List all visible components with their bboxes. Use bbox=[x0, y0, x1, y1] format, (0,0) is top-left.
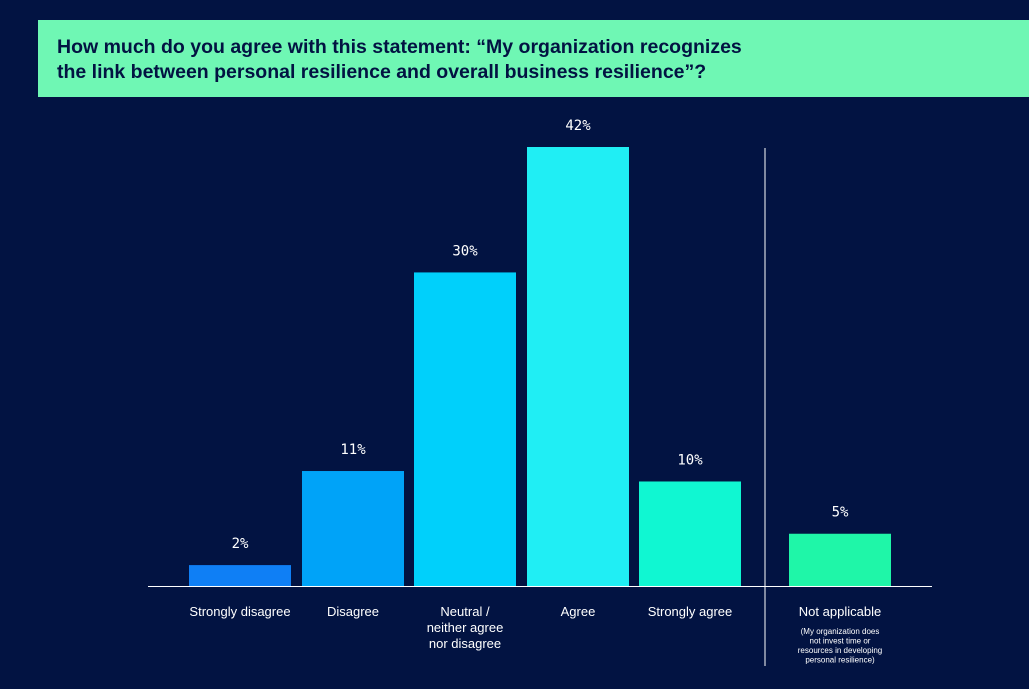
category-label-strongly-disagree: Strongly disagree bbox=[189, 604, 290, 619]
bar-agree bbox=[527, 147, 629, 586]
value-label-not-applicable: 5% bbox=[832, 505, 849, 521]
category-note-not-applicable: not invest time or bbox=[810, 637, 871, 646]
category-label-strongly-agree: Strongly agree bbox=[648, 604, 733, 619]
category-note-not-applicable: (My organization does bbox=[801, 627, 880, 636]
category-label-not-applicable: Not applicable bbox=[799, 604, 881, 619]
chart-title-line-2: the link between personal resilience and… bbox=[57, 61, 707, 83]
value-label-strongly-disagree: 2% bbox=[232, 536, 249, 552]
bar-neutral-neither-agree-nor-disagree bbox=[414, 272, 516, 586]
bar-not-applicable bbox=[789, 533, 891, 586]
value-label-agree: 42% bbox=[565, 118, 591, 134]
category-note-not-applicable: personal resilience) bbox=[805, 656, 875, 665]
bar-disagree bbox=[302, 471, 404, 586]
bar-strongly-disagree bbox=[189, 565, 291, 586]
chart-title-line-1: How much do you agree with this statemen… bbox=[57, 36, 742, 58]
value-label-disagree: 11% bbox=[340, 442, 366, 458]
category-label-disagree: Disagree bbox=[327, 604, 379, 619]
title-banner: How much do you agree with this statemen… bbox=[38, 20, 1029, 97]
category-label-neutral-neither-agree-nor-disagree: neither agree bbox=[427, 620, 504, 635]
category-label-neutral-neither-agree-nor-disagree: Neutral / bbox=[440, 604, 490, 619]
category-note-not-applicable: resources in developing bbox=[798, 646, 883, 655]
value-label-strongly-agree: 10% bbox=[677, 452, 703, 468]
category-label-neutral-neither-agree-nor-disagree: nor disagree bbox=[429, 636, 501, 651]
value-label-neutral-neither-agree-nor-disagree: 30% bbox=[452, 243, 478, 259]
category-label-agree: Agree bbox=[561, 604, 596, 619]
bar-strongly-agree bbox=[639, 481, 741, 586]
